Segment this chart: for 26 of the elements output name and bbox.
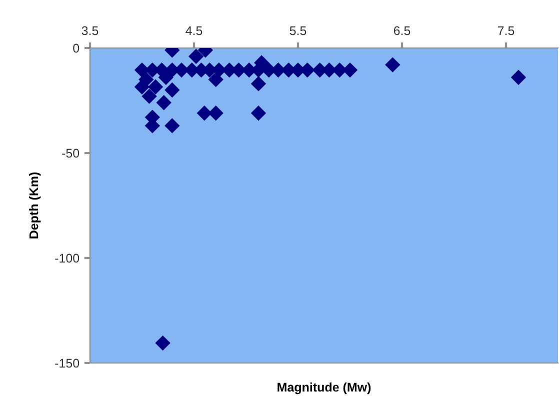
point (164, 82, 180, 98)
point (385, 57, 400, 72)
y-tick-label: -50 (62, 148, 80, 158)
point (148, 79, 164, 94)
point (156, 94, 172, 110)
y-axis-title: Depth (Km) (29, 172, 41, 238)
point (164, 118, 180, 134)
y-tick-label: 0 (73, 44, 80, 53)
point (208, 72, 224, 88)
point (155, 335, 170, 351)
point (196, 105, 212, 121)
point (138, 72, 154, 88)
x-tick-label: 3.5 (82, 26, 98, 36)
x-tick-label: 4.5 (186, 26, 202, 36)
y-tick-label: -150 (55, 358, 80, 368)
point (510, 70, 526, 86)
x-tick-label: 7.5 (498, 26, 514, 36)
point (208, 105, 224, 121)
point (188, 48, 204, 64)
point (250, 105, 266, 121)
x-tick-label: 5.5 (290, 26, 306, 36)
y-tick-label: -100 (55, 254, 80, 263)
point (250, 76, 266, 92)
point (142, 88, 157, 104)
x-axis-title: Magnitude (Mw) (278, 382, 371, 394)
x-tick-label: 6.5 (394, 26, 410, 36)
